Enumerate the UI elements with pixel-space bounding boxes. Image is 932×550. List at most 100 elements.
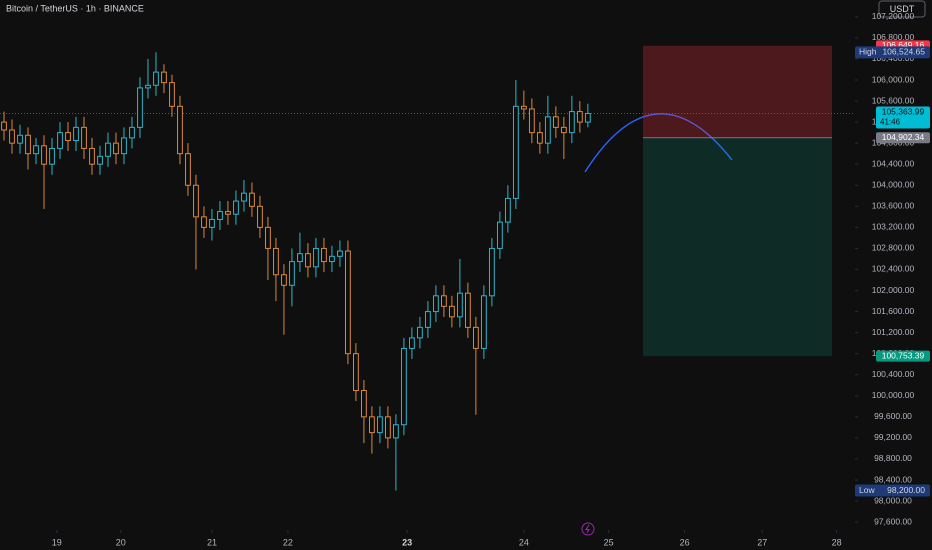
candle-body [456, 292, 463, 318]
y-tick-label: 102,000.00 [872, 285, 915, 295]
y-tick-label: 100,000.00 [872, 390, 915, 400]
price-box-label: 100,753.39 [882, 350, 925, 360]
candle-body [9, 129, 15, 144]
candle-body [1, 121, 7, 131]
candle-body [57, 132, 63, 149]
y-tick-label: 104,000.00 [872, 180, 915, 190]
candle-body [369, 416, 375, 434]
y-tick-label: 98,000.00 [874, 495, 912, 505]
x-tick-label: 27 [757, 537, 767, 547]
candle-body [329, 255, 335, 263]
candle-body [137, 87, 143, 128]
candle-body [552, 116, 559, 128]
candle-body [273, 247, 279, 276]
candle-body [568, 111, 575, 134]
extreme-label: 106,524.65 [882, 47, 925, 57]
x-tick-label: 19 [52, 537, 62, 547]
x-tick-label: 23 [402, 537, 412, 547]
price-box-label: 104,902.34 [882, 132, 925, 142]
candle-body [49, 147, 55, 165]
candle-body [193, 184, 199, 218]
candle-body [440, 295, 447, 307]
price-box [876, 350, 930, 362]
last-price-label: 105,363.99 [882, 107, 925, 117]
extreme-box [855, 484, 930, 497]
countdown-label: 41:46 [880, 118, 901, 127]
candle-body [345, 250, 351, 355]
candle-body [393, 424, 399, 439]
candle-body [313, 247, 319, 268]
y-tick-label: 101,200.00 [872, 327, 915, 337]
candle-body [305, 253, 311, 268]
candle-body [297, 253, 303, 263]
candle-body [385, 416, 391, 439]
x-tick-label: 28 [832, 537, 842, 547]
x-tick-label: 21 [207, 537, 217, 547]
y-tick-label: 99,200.00 [874, 432, 912, 442]
candle-body [209, 218, 215, 228]
candle-body [520, 105, 527, 110]
candle-body [504, 197, 511, 223]
candle-body [472, 326, 479, 349]
candle-body [97, 155, 103, 165]
candle-body [265, 226, 271, 249]
y-tick-label: 100,400.00 [872, 369, 915, 379]
candle-body [488, 247, 495, 297]
candle-body [121, 137, 127, 155]
candle-body [33, 145, 39, 155]
candle-body [353, 353, 359, 392]
y-tick-label: 103,600.00 [872, 201, 915, 211]
candle-body [169, 82, 175, 107]
candle-body [153, 71, 159, 86]
x-tick-label: 22 [283, 537, 293, 547]
candle-body [161, 71, 167, 84]
candle-body [448, 305, 455, 318]
candle-body [225, 211, 231, 215]
candle-body [257, 205, 263, 228]
extreme-box [855, 46, 930, 59]
candle-body [464, 292, 471, 328]
candle-body [25, 134, 31, 155]
candle-body [17, 134, 23, 144]
candle-body [177, 105, 183, 155]
x-tick-label: 24 [519, 537, 529, 547]
chart-title: Bitcoin / TetherUS · 1h · BINANCE [6, 3, 144, 13]
extreme-name: High [859, 47, 877, 57]
y-tick-label: 97,600.00 [874, 516, 912, 526]
candle-body [544, 116, 551, 144]
candle-body [105, 142, 111, 157]
candle-body [417, 326, 423, 339]
x-tick-label: 26 [680, 537, 690, 547]
candle-body [337, 250, 343, 257]
candle-body [249, 192, 255, 207]
candle-body [233, 200, 239, 215]
currency-label[interactable]: USDT [890, 4, 915, 14]
candle-body [361, 390, 367, 418]
candle-body [584, 112, 591, 123]
candle-body [145, 84, 151, 89]
y-tick-label: 103,200.00 [872, 222, 915, 232]
y-tick-label: 102,800.00 [872, 243, 915, 253]
y-tick-label: 102,400.00 [872, 264, 915, 274]
candle-body [432, 295, 439, 313]
candle-body [401, 347, 407, 426]
candle-body [377, 416, 383, 434]
candle-body [89, 147, 95, 165]
price-box-label: 106,649.16 [882, 40, 925, 50]
target-zone [643, 137, 832, 357]
candle-body [41, 145, 47, 165]
y-tick-label: 98,400.00 [874, 474, 912, 484]
candle-body [217, 211, 223, 220]
candle-body [576, 111, 583, 123]
currency-button[interactable] [878, 0, 926, 18]
y-tick-label: 106,000.00 [872, 74, 915, 84]
price-box [876, 132, 930, 144]
event-icon[interactable] [581, 522, 595, 536]
candle-body [81, 126, 87, 149]
stop-zone [643, 45, 832, 138]
y-tick-label: 106,800.00 [872, 32, 915, 42]
candle-body [409, 337, 415, 349]
drawing-arc [584, 113, 733, 173]
